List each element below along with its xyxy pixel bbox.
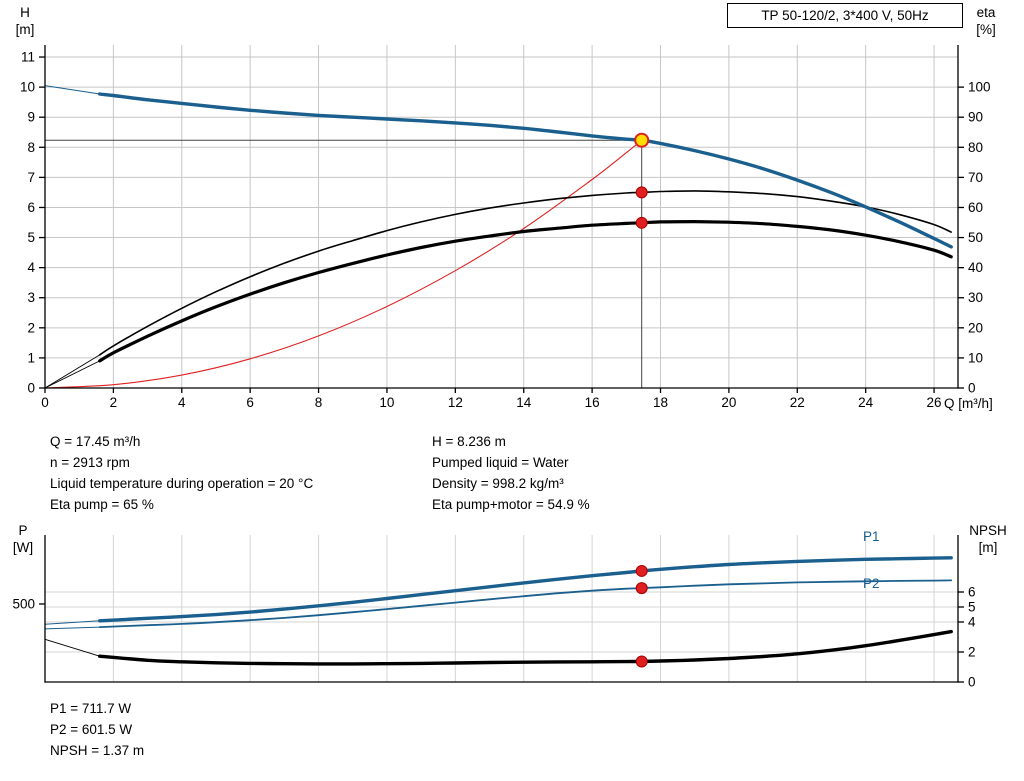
tick-label: 11 <box>21 50 35 65</box>
result-p1: P1 = 711.7 W <box>50 701 132 716</box>
p1-curve <box>98 556 953 623</box>
p2-curve <box>98 579 953 628</box>
tick-label: 30 <box>968 290 983 305</box>
pump-title: TP 50-120/2, 3*400 V, 50Hz <box>761 8 929 23</box>
tick-label: 12 <box>448 395 463 410</box>
tick-label: 5 <box>968 600 976 615</box>
result-p2: P2 = 601.5 W <box>50 722 133 737</box>
p2-lead-line <box>44 626 101 630</box>
h-axis-title: H [m] <box>6 4 44 38</box>
p-axis-title-unit: [W] <box>12 540 34 555</box>
results-block: P1 = 711.7 W P2 = 601.5 W NPSH = 1.37 m <box>50 698 144 761</box>
tick-label: 6 <box>27 200 35 215</box>
eta-pump-motor-marker <box>635 216 648 229</box>
power-npsh-chart: 500 0 2 456 <box>12 535 976 690</box>
eta-pump-curve <box>98 190 952 356</box>
system-curve <box>44 139 643 389</box>
tick-label: 14 <box>516 395 532 410</box>
tick-label: 6 <box>968 585 976 600</box>
tick-label: 10 <box>379 395 394 410</box>
eta-pump-motor-curve <box>98 220 953 363</box>
tick-label: 0 <box>968 675 976 690</box>
info-density: Density = 998.2 kg/m³ <box>432 476 564 491</box>
npsh-lead-line <box>44 638 101 657</box>
npsh-curve <box>98 629 953 666</box>
info-eta-pump: Eta pump = 65 % <box>50 497 154 512</box>
tick-label: 20 <box>968 320 983 335</box>
result-npsh: NPSH = 1.37 m <box>50 743 145 758</box>
p2-curve-label: P2 <box>863 576 880 591</box>
info-speed: n = 2913 rpm <box>50 455 130 470</box>
tick-label: 40 <box>968 260 983 275</box>
p1-lead-line <box>44 620 101 625</box>
head-lead-line <box>44 85 101 95</box>
eta-axis-title-symbol: eta <box>976 5 996 20</box>
tick-label: 8 <box>315 395 323 410</box>
npsh-axis-title: NPSH [m] <box>962 522 1014 556</box>
tick-label: 22 <box>790 395 805 410</box>
tick-label: 8 <box>27 140 35 155</box>
eta-axis-title-unit: [%] <box>976 22 996 37</box>
info-flow: Q = 17.45 m³/h <box>50 434 141 449</box>
npsh-axis-title-symbol: NPSH <box>969 523 1007 538</box>
tick-label: 1 <box>27 350 35 365</box>
duty-point-marker <box>634 132 650 148</box>
info-pumped-liquid: Pumped liquid = Water <box>432 455 569 470</box>
tick-label: 2 <box>27 320 35 335</box>
info-liquid-temperature: Liquid temperature during operation = 20… <box>50 476 314 491</box>
p-axis-title-symbol: P <box>18 523 28 538</box>
eta-pump-marker <box>635 186 648 199</box>
tick-label: 18 <box>653 395 668 410</box>
tick-label: 16 <box>585 395 600 410</box>
tick-label: 2 <box>110 395 118 410</box>
eta-pump-motor-lead-line <box>44 360 101 389</box>
operating-point-info-col2: H = 8.236 m Pumped liquid = Water Densit… <box>432 431 590 515</box>
npsh-marker <box>635 655 648 668</box>
tick-label: 100 <box>968 80 991 95</box>
tick-label: 0 <box>41 395 49 410</box>
tick-label: 0 <box>968 381 976 396</box>
tick-label: 0 <box>27 381 35 396</box>
h-axis-title-unit: [m] <box>15 22 35 37</box>
eta-pump-lead-line <box>44 354 101 389</box>
tick-label: 2 <box>968 645 976 660</box>
eta-axis-title: eta [%] <box>963 4 1009 38</box>
tick-label: 5 <box>27 230 35 245</box>
tick-label: 60 <box>968 200 983 215</box>
tick-label: 4 <box>968 615 976 630</box>
tick-label: 90 <box>968 110 983 125</box>
tick-label: 4 <box>27 260 35 275</box>
tick-label: 24 <box>858 395 874 410</box>
p2-marker <box>635 582 648 595</box>
pump-title-box: TP 50-120/2, 3*400 V, 50Hz <box>727 3 963 28</box>
p-axis-title: P [W] <box>4 522 42 556</box>
h-axis-title-symbol: H <box>20 5 30 20</box>
info-eta-pump-motor: Eta pump+motor = 54.9 % <box>432 497 590 512</box>
p1-marker <box>635 564 648 577</box>
npsh-axis-title-unit: [m] <box>978 540 998 555</box>
tick-label: 500 <box>12 596 35 611</box>
tick-label: 7 <box>27 170 35 185</box>
tick-label: 4 <box>178 395 186 410</box>
tick-label: 50 <box>968 230 983 245</box>
tick-label: 10 <box>968 350 983 365</box>
tick-label: 80 <box>968 140 983 155</box>
tick-label: 70 <box>968 170 983 185</box>
tick-label: 3 <box>27 290 35 305</box>
info-head: H = 8.236 m <box>432 434 506 449</box>
head-curve <box>98 92 953 249</box>
p1-curve-label: P1 <box>863 529 880 544</box>
tick-label: 26 <box>927 395 942 410</box>
operating-point-info-col1: Q = 17.45 m³/h n = 2913 rpm Liquid tempe… <box>50 431 313 515</box>
tick-label: 10 <box>20 80 35 95</box>
tick-label: 6 <box>246 395 254 410</box>
q-axis-title: Q [m³/h] <box>944 396 993 411</box>
tick-label: 20 <box>721 395 736 410</box>
tick-label: 9 <box>27 110 35 125</box>
